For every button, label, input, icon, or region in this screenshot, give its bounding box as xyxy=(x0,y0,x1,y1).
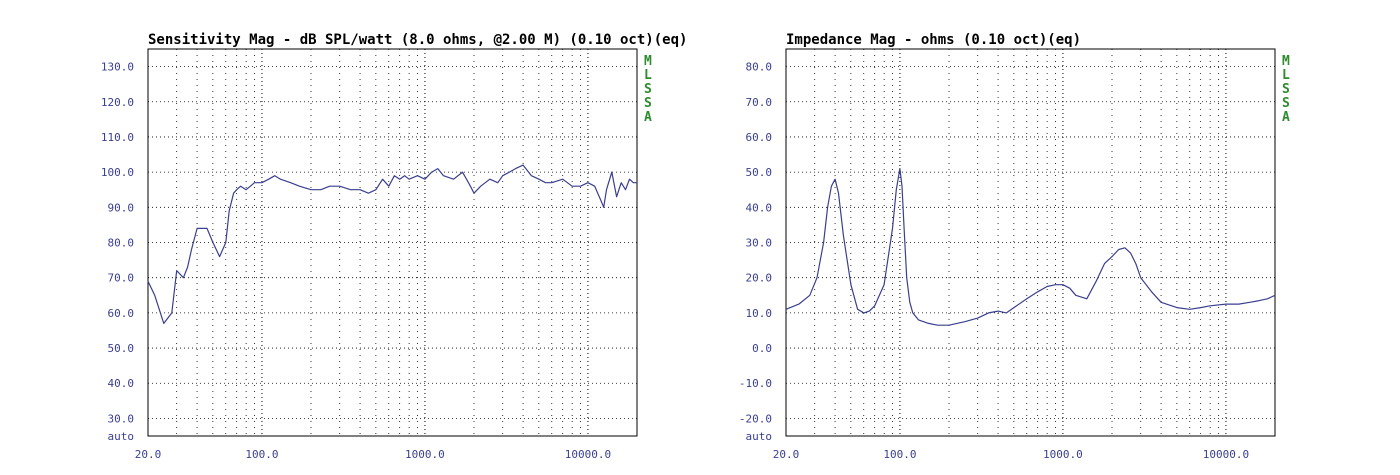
plot-frame xyxy=(147,48,638,437)
x-tick-labels: 20.0 100.0 1000.0 10000.0 xyxy=(773,448,1249,461)
series-curves xyxy=(785,168,1276,326)
y-tick-labels: 130.0 120.0 110.0 100.0 90.0 80.0 70.0 60.0 50.0… xyxy=(101,61,134,443)
y-auto-label: auto xyxy=(108,430,135,443)
y-tick-label: 50.0 xyxy=(108,342,135,355)
brand-letter: M xyxy=(1282,54,1290,69)
y-tick-label: 40.0 xyxy=(108,377,135,390)
brand-letter: S xyxy=(644,82,652,97)
y-tick-label: 130.0 xyxy=(101,61,134,74)
y-tick-label: 80.0 xyxy=(746,61,773,74)
y-tick-label: 80.0 xyxy=(108,237,135,250)
brand-letter: M xyxy=(644,54,652,69)
series-line xyxy=(785,168,1276,326)
y-tick-label: 60.0 xyxy=(108,307,135,320)
brand-letter: S xyxy=(1282,82,1290,97)
y-tick-label: -20.0 xyxy=(739,412,772,425)
brand-letter: L xyxy=(1282,68,1290,83)
y-tick-label: 110.0 xyxy=(101,131,134,144)
y-tick-label: 30.0 xyxy=(746,237,773,250)
x-tick-label: 100.0 xyxy=(883,448,916,461)
y-tick-labels: 80.0 70.0 60.0 50.0 40.0 30.0 20.0 10.0 0.0 -10.0… xyxy=(739,61,772,443)
brand-letter: L xyxy=(644,68,652,83)
brand-letter: A xyxy=(644,110,652,125)
x-tick-label: 20.0 xyxy=(773,448,800,461)
series-line xyxy=(147,164,637,324)
sensitivity-chart: Sensitivity Mag - dB SPL/watt (8.0 ohms,… xyxy=(101,32,688,461)
x-tick-label: 20.0 xyxy=(135,448,162,461)
impedance-chart: Impedance Mag - ohms (0.10 oct)(eq) 80.0… xyxy=(739,32,1290,461)
y-grid xyxy=(148,66,637,419)
y-tick-label: 20.0 xyxy=(746,272,773,285)
y-tick-label: 10.0 xyxy=(746,307,773,320)
x-tick-labels: 20.0 100.0 1000.0 10000.0 xyxy=(135,448,611,461)
x-tick-label: 1000.0 xyxy=(1043,448,1083,461)
chart-title: Impedance Mag - ohms (0.10 oct)(eq) xyxy=(786,32,1081,48)
chart-title: Sensitivity Mag - dB SPL/watt (8.0 ohms,… xyxy=(148,32,687,48)
plot-frame xyxy=(785,48,1276,437)
series-curves xyxy=(147,164,637,324)
brand-letter: S xyxy=(644,96,652,111)
y-auto-label: auto xyxy=(746,430,773,443)
y-tick-label: 40.0 xyxy=(746,201,773,214)
y-tick-label: 90.0 xyxy=(108,201,135,214)
y-tick-label: -10.0 xyxy=(739,377,772,390)
y-tick-label: 120.0 xyxy=(101,96,134,109)
x-tick-label: 1000.0 xyxy=(405,448,445,461)
y-tick-label: 0.0 xyxy=(752,342,772,355)
y-tick-label: 70.0 xyxy=(746,96,773,109)
x-tick-label: 100.0 xyxy=(245,448,278,461)
x-tick-label: 10000.0 xyxy=(1203,448,1249,461)
y-tick-label: 60.0 xyxy=(746,131,773,144)
y-tick-label: 50.0 xyxy=(746,166,773,179)
x-tick-label: 10000.0 xyxy=(565,448,611,461)
brand-letter: A xyxy=(1282,110,1290,125)
y-tick-label: 100.0 xyxy=(101,166,134,179)
y-tick-label: 70.0 xyxy=(108,272,135,285)
y-grid xyxy=(786,66,1275,419)
brand-letter: S xyxy=(1282,96,1290,111)
y-tick-label: 30.0 xyxy=(108,412,135,425)
